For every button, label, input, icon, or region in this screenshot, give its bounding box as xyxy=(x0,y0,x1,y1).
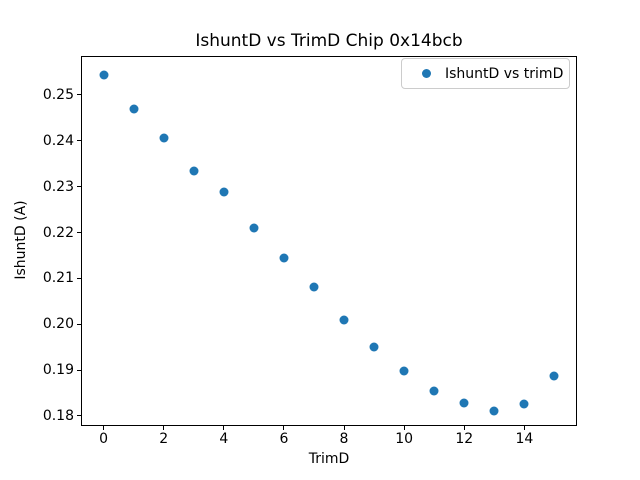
y-tick-label: 0.23 xyxy=(42,178,74,195)
y-tick-label: 0.22 xyxy=(42,224,74,241)
data-point xyxy=(519,399,529,409)
data-point xyxy=(339,315,349,325)
data-point xyxy=(429,386,439,396)
x-tick-label: 8 xyxy=(339,431,349,447)
x-tick xyxy=(343,426,345,430)
y-tick xyxy=(77,140,81,142)
legend-label: IshuntD vs trimD xyxy=(445,65,564,82)
data-point xyxy=(219,187,229,197)
x-tick xyxy=(163,426,165,430)
y-tick xyxy=(77,369,81,371)
y-tick xyxy=(77,277,81,279)
y-tick-label: 0.25 xyxy=(42,86,74,103)
data-point xyxy=(309,282,319,292)
plot-area xyxy=(81,56,577,426)
data-point xyxy=(99,70,109,80)
x-tick-label: 14 xyxy=(515,431,534,447)
data-point xyxy=(159,133,169,143)
x-tick xyxy=(103,426,105,430)
data-point xyxy=(189,166,199,176)
y-tick-label: 0.20 xyxy=(42,316,74,333)
y-tick xyxy=(77,186,81,188)
x-tick-label: 12 xyxy=(455,431,474,447)
y-tick-label: 0.24 xyxy=(42,132,74,149)
y-tick-label: 0.21 xyxy=(42,270,74,287)
y-tick xyxy=(77,415,81,417)
data-point xyxy=(249,223,259,233)
x-tick xyxy=(223,426,225,430)
y-tick xyxy=(77,323,81,325)
x-axis-label: TrimD xyxy=(308,451,350,467)
x-tick-label: 2 xyxy=(159,431,169,447)
x-tick-label: 6 xyxy=(279,431,289,447)
legend-marker-icon xyxy=(422,69,431,78)
data-point xyxy=(549,371,559,381)
x-tick xyxy=(403,426,405,430)
data-point xyxy=(489,406,499,416)
y-tick xyxy=(77,94,81,96)
y-tick xyxy=(77,232,81,234)
x-tick xyxy=(523,426,525,430)
x-tick xyxy=(463,426,465,430)
data-point xyxy=(369,342,379,352)
x-tick-label: 0 xyxy=(99,431,108,447)
x-tick-label: 4 xyxy=(219,431,229,447)
x-tick-label: 10 xyxy=(395,431,414,447)
y-tick-label: 0.19 xyxy=(42,362,74,379)
data-point xyxy=(279,253,289,263)
y-tick-label: 0.18 xyxy=(42,407,74,424)
plot-title: IshuntD vs TrimD Chip 0x14bcb xyxy=(195,31,463,51)
data-point xyxy=(129,104,139,114)
x-tick xyxy=(283,426,285,430)
data-point xyxy=(459,398,469,408)
legend: IshuntD vs trimD xyxy=(401,58,570,89)
data-point xyxy=(399,366,409,376)
